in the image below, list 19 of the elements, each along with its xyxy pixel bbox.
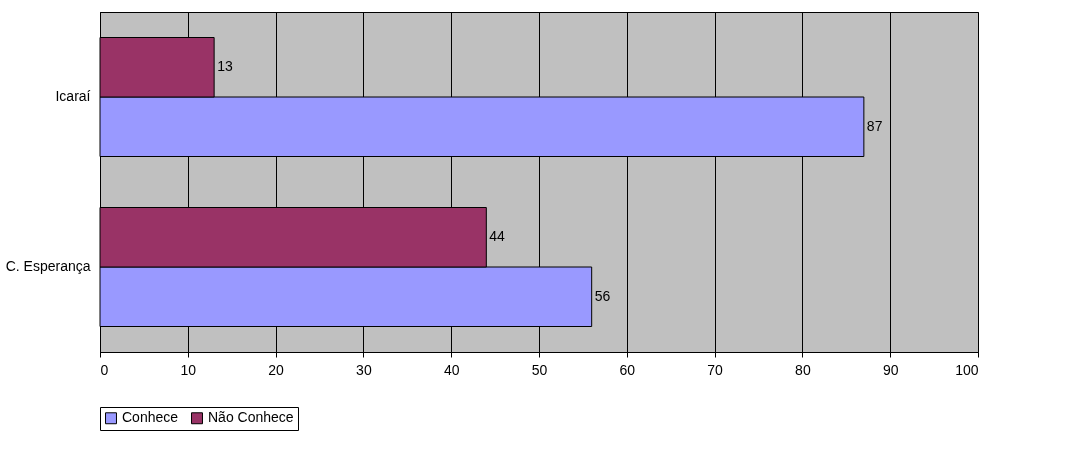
x-tick-label: 0 <box>100 361 109 378</box>
x-tick-label: 60 <box>619 361 636 378</box>
data-label: 87 <box>866 117 883 134</box>
y-tick-label: Icaraí <box>55 88 91 104</box>
data-label: 56 <box>594 287 611 304</box>
data-label: 44 <box>489 228 506 245</box>
x-tick-label: 20 <box>268 361 285 378</box>
y-tick-label: C. Esperança <box>5 258 91 274</box>
x-tick-label: 30 <box>356 361 372 378</box>
x-tick-label: 70 <box>707 361 724 378</box>
x-tick-label: 90 <box>882 361 899 378</box>
x-tick-label: 10 <box>180 361 197 378</box>
x-tick-label: 100 <box>955 361 979 378</box>
data-label: 13 <box>217 58 233 75</box>
x-tick-label: 50 <box>531 361 548 378</box>
legend-label: Não Conhece <box>208 409 294 426</box>
x-tick-label: 40 <box>443 361 460 378</box>
legend-label: Conhece <box>122 409 179 426</box>
x-tick-label: 80 <box>795 361 811 378</box>
